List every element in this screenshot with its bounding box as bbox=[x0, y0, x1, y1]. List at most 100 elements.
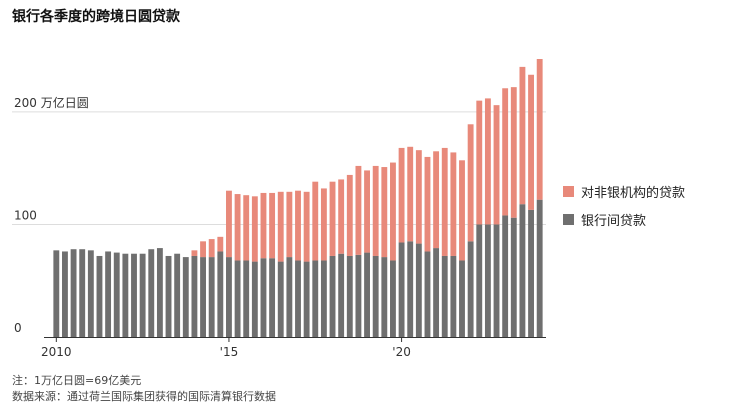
bar-nonbank bbox=[312, 181, 319, 261]
bar-interbank bbox=[87, 250, 94, 337]
bar-interbank bbox=[295, 260, 301, 337]
bar-nonbank bbox=[346, 174, 353, 256]
bar-interbank bbox=[320, 260, 327, 337]
bar-nonbank bbox=[450, 152, 457, 256]
legend: 对非银机构的贷款 银行间贷款 bbox=[563, 180, 685, 236]
bar-nonbank bbox=[303, 191, 310, 262]
bar-interbank bbox=[415, 243, 422, 337]
bar-interbank bbox=[139, 253, 146, 337]
bar-nonbank bbox=[372, 165, 379, 256]
bar-nonbank bbox=[484, 98, 491, 225]
bar-nonbank bbox=[286, 191, 293, 258]
bar-nonbank bbox=[338, 179, 345, 254]
y-tick-label-200: 200 万亿日圆 bbox=[14, 95, 89, 110]
bar-interbank bbox=[70, 249, 77, 337]
footnote-source: 数据来源：通过荷兰国际集团获得的国际清算银行数据 bbox=[12, 390, 276, 403]
bar-interbank bbox=[450, 255, 457, 337]
bar-interbank bbox=[79, 249, 86, 337]
bar-nonbank bbox=[415, 150, 422, 244]
bar-nonbank bbox=[208, 239, 215, 258]
bar-interbank bbox=[191, 255, 198, 337]
bar-nonbank bbox=[200, 241, 206, 258]
bar-nonbank bbox=[269, 192, 276, 259]
bar-nonbank bbox=[519, 66, 526, 205]
bar-interbank bbox=[502, 215, 509, 337]
bar-nonbank bbox=[407, 146, 414, 242]
bar-nonbank bbox=[191, 250, 198, 256]
bar-nonbank bbox=[381, 167, 388, 258]
bar-interbank bbox=[372, 255, 379, 337]
bar-interbank bbox=[174, 253, 181, 337]
x-tick-label: '15 bbox=[220, 345, 239, 359]
bar-interbank bbox=[390, 260, 396, 337]
bar-nonbank bbox=[243, 195, 250, 261]
bar-interbank bbox=[200, 257, 206, 337]
bar-nonbank bbox=[398, 147, 405, 243]
bar-interbank bbox=[260, 258, 267, 337]
bar-interbank bbox=[476, 224, 483, 337]
bar-nonbank bbox=[260, 192, 267, 259]
bar-nonbank bbox=[277, 191, 284, 262]
x-tick-label: 2010 bbox=[41, 345, 72, 359]
legend-label-interbank: 银行间贷款 bbox=[581, 213, 647, 229]
bar-nonbank bbox=[433, 151, 440, 249]
bar-interbank bbox=[131, 253, 137, 337]
bar-interbank bbox=[226, 257, 232, 337]
bar-nonbank bbox=[459, 160, 465, 261]
bar-interbank bbox=[113, 252, 120, 337]
bar-interbank bbox=[484, 224, 491, 337]
bar-nonbank bbox=[528, 74, 534, 210]
bar-nonbank bbox=[251, 196, 258, 262]
bar-nonbank bbox=[467, 124, 474, 242]
legend-swatch-interbank bbox=[563, 213, 574, 225]
legend-item-interbank: 银行间贷款 bbox=[563, 208, 685, 230]
legend-swatch-nonbank bbox=[563, 185, 574, 197]
footnote-conversion: 注：1万亿日圆=69亿美元 bbox=[12, 374, 142, 387]
bar-interbank bbox=[364, 252, 370, 337]
bar-interbank bbox=[251, 261, 258, 337]
chart-title: 银行各季度的跨境日圆贷款 bbox=[12, 9, 180, 25]
bar-interbank bbox=[493, 224, 500, 337]
bars bbox=[53, 59, 543, 337]
bar-nonbank bbox=[217, 236, 224, 252]
bar-interbank bbox=[243, 260, 250, 337]
y-tick-labels: 0 100 200 万亿日圆 bbox=[14, 95, 89, 335]
legend-label-nonbank: 对非银机构的贷款 bbox=[581, 185, 686, 201]
y-tick-label-100: 100 bbox=[14, 208, 37, 222]
bar-nonbank bbox=[295, 190, 301, 261]
bar-interbank bbox=[208, 257, 215, 337]
bar-interbank bbox=[346, 255, 353, 337]
bar-interbank bbox=[122, 253, 129, 337]
bar-nonbank bbox=[510, 87, 517, 218]
bar-nonbank bbox=[234, 194, 241, 261]
bar-interbank bbox=[441, 255, 448, 337]
bar-interbank bbox=[182, 257, 189, 337]
y-tick-label-0: 0 bbox=[14, 321, 22, 335]
bar-nonbank bbox=[226, 190, 232, 258]
bar-interbank bbox=[381, 257, 388, 337]
bar-interbank bbox=[329, 255, 336, 337]
bar-nonbank bbox=[502, 88, 509, 216]
bar-nonbank bbox=[329, 181, 336, 256]
bar-interbank bbox=[165, 255, 172, 337]
bar-interbank bbox=[105, 251, 112, 337]
bar-nonbank bbox=[355, 165, 362, 255]
bar-interbank bbox=[286, 257, 293, 337]
x-tick-label: '20 bbox=[392, 345, 411, 359]
bar-nonbank bbox=[493, 105, 500, 225]
bar-nonbank bbox=[476, 100, 483, 225]
bar-interbank bbox=[156, 248, 163, 337]
bar-interbank bbox=[510, 217, 517, 337]
bar-interbank bbox=[53, 250, 60, 337]
bar-nonbank bbox=[441, 147, 448, 256]
bar-interbank bbox=[519, 204, 526, 337]
bar-interbank bbox=[269, 258, 276, 337]
bar-nonbank bbox=[364, 170, 370, 253]
bar-interbank bbox=[536, 199, 543, 337]
bar-nonbank bbox=[424, 156, 431, 252]
bar-interbank bbox=[407, 241, 414, 337]
bar-nonbank bbox=[320, 188, 327, 261]
bar-interbank bbox=[217, 251, 224, 337]
x-axis: 2010 '15 '20 bbox=[41, 337, 546, 359]
